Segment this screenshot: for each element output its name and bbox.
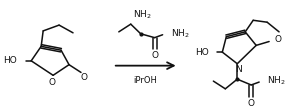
Text: NH$_2$: NH$_2$ — [171, 28, 189, 40]
Text: NH$_2$: NH$_2$ — [267, 75, 286, 87]
Text: O: O — [274, 35, 281, 44]
Text: N: N — [235, 65, 242, 74]
Text: O: O — [151, 52, 158, 60]
Text: O: O — [49, 78, 56, 87]
Text: NH$_2$: NH$_2$ — [133, 9, 152, 21]
Text: iPrOH: iPrOH — [134, 76, 158, 85]
Text: O: O — [248, 99, 255, 108]
Text: HO: HO — [4, 56, 17, 65]
Text: HO: HO — [195, 48, 208, 57]
Text: O: O — [81, 73, 88, 82]
